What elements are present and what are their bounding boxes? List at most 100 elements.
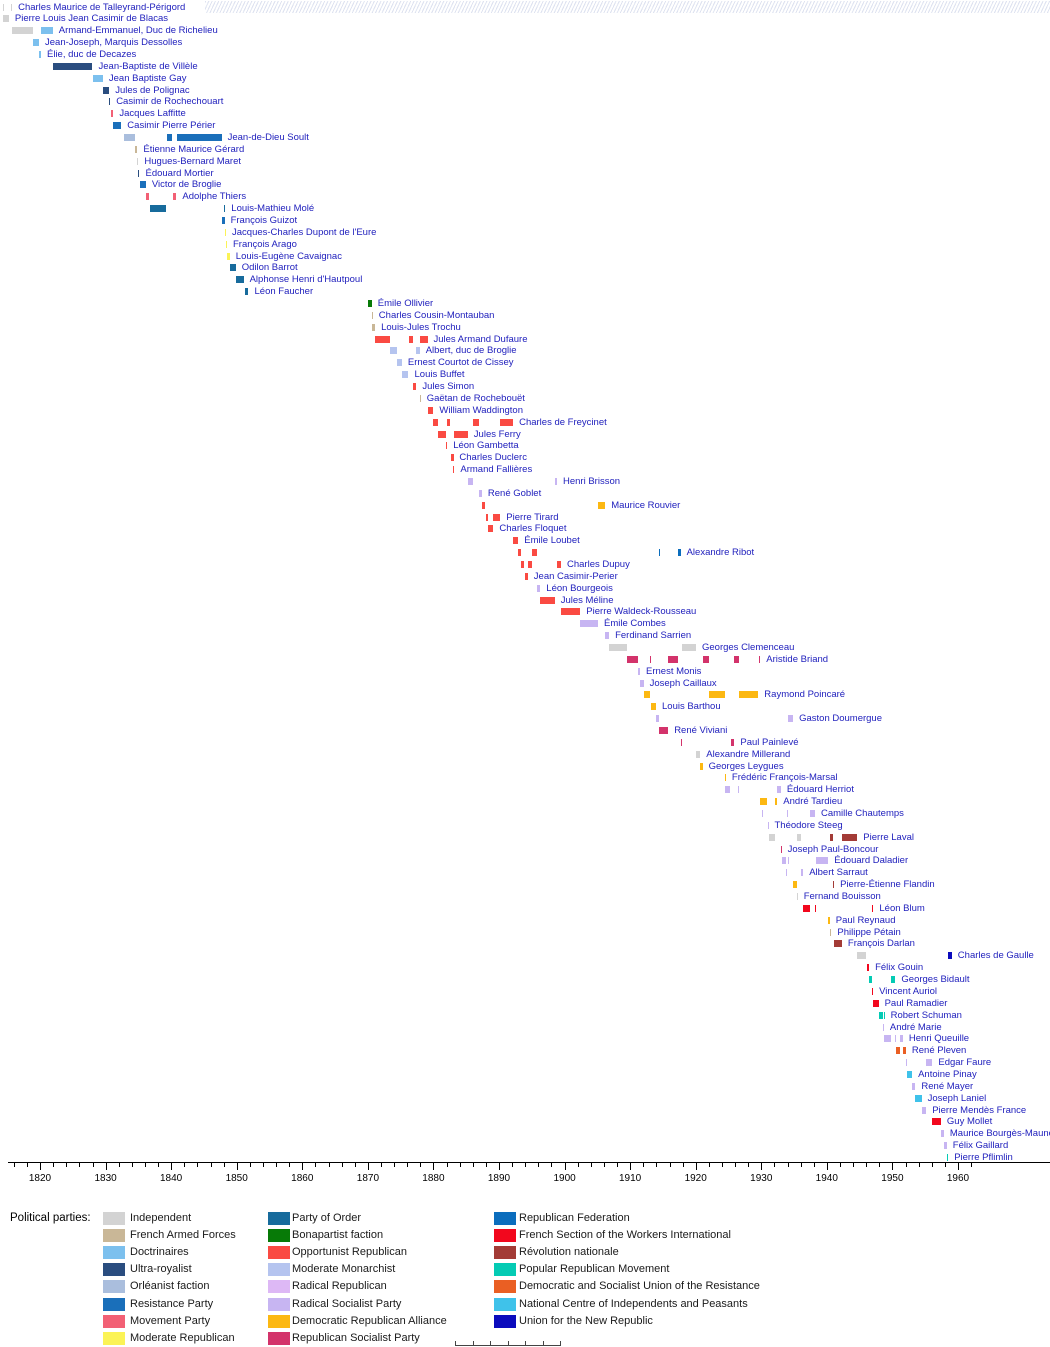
tenure-bar (833, 881, 835, 889)
axis-year-label: 1940 (815, 1173, 838, 1184)
fragment-tick (542, 1341, 544, 1346)
pm-name-label: Gaston Doumergue (799, 713, 883, 725)
pm-name-label: Adolphe Thiers (182, 191, 247, 203)
pm-name-label: René Pleven (911, 1045, 967, 1057)
axis-tick (748, 1162, 750, 1167)
tenure-bar (453, 466, 455, 473)
tenure-bar (235, 276, 244, 284)
tenure-bar (947, 1153, 949, 1161)
pm-name-label: François Darlan (847, 938, 915, 950)
axis-tick (603, 1162, 605, 1167)
axis-tick (66, 1162, 68, 1167)
pm-name-label: Paul Ramadier (884, 997, 948, 1009)
pm-name-label: Edgar Faure (938, 1057, 992, 1068)
tenure-bar (450, 454, 454, 462)
pm-name-label: Georges Leygues (708, 760, 784, 772)
pm-name-label: Guy Mollet (946, 1116, 993, 1128)
tenure-bar (149, 205, 167, 213)
axis-tick (197, 1162, 199, 1167)
axis-tick (630, 1162, 632, 1170)
tenure-bar (367, 300, 372, 307)
tenure-bar (640, 679, 644, 687)
pm-name-label: Pierre Tirard (506, 511, 559, 523)
tenure-bar (416, 347, 420, 355)
legend-swatch (268, 1297, 290, 1311)
axis-tick (420, 1162, 422, 1167)
pm-name-label: Odilon Barrot (241, 262, 298, 274)
pm-name-label: Jules Armand Dufaure (433, 333, 528, 345)
axis-tick (407, 1162, 409, 1167)
tenure-bar (446, 418, 451, 426)
overlap-texture-strip (205, 1, 1050, 13)
tenure-bar (883, 1011, 885, 1019)
legend-swatch (103, 1229, 125, 1243)
pm-name-label: Armand Fallières (460, 464, 533, 475)
tenure-bar (878, 1011, 883, 1019)
tenure-bar (580, 620, 598, 628)
pm-name-label: Joseph Paul-Boncour (787, 843, 879, 855)
tenure-bar (834, 940, 842, 948)
tenure-bar (943, 1142, 947, 1150)
tenure-bar (375, 335, 391, 343)
pm-name-label: Paul Reynaud (835, 914, 896, 926)
tenure-bar (895, 1047, 901, 1055)
tenure-bar (786, 869, 788, 877)
pm-name-label: Jean-Baptiste de Villèle (98, 60, 198, 72)
pm-name-label: Émile Loubet (524, 535, 580, 547)
tenure-bar (829, 928, 832, 936)
pm-name-label: Jean-Joseph, Marquis Dessolles (45, 37, 183, 49)
axis-tick (590, 1162, 592, 1167)
axis-tick (643, 1162, 645, 1167)
pm-name-label: Albert Sarraut (809, 867, 868, 879)
pm-name-label: Édouard Daladier (834, 855, 909, 867)
tenure-bar (427, 406, 434, 414)
pm-name-label: Robert Schuman (890, 1009, 962, 1021)
legend-swatch (494, 1280, 516, 1294)
axis-tick (708, 1162, 710, 1167)
pm-name-label: Pierre-Étienne Flandin (840, 879, 935, 891)
axis-tick (735, 1162, 736, 1167)
legend-party-label: Democratic Republican Alliance (292, 1314, 447, 1327)
tenure-bar (537, 584, 541, 592)
legend-party-label: Révolution nationale (519, 1246, 619, 1259)
pm-name-label: Léon Gambetta (453, 440, 519, 452)
pm-name-label: Camille Chautemps (821, 808, 904, 819)
pm-name-label: Armand-Emmanuel, Duc de Richelieu (58, 25, 218, 37)
tenure-bar (668, 655, 678, 663)
tenure-bar (221, 217, 225, 224)
tenure-bar (92, 74, 103, 82)
tenure-bar (768, 833, 776, 841)
pm-name-label: Jules Ferry (473, 428, 521, 440)
legend-swatch (103, 1314, 125, 1328)
tenure-bar (803, 904, 811, 912)
axis-tick (682, 1162, 684, 1167)
axis-tick (79, 1162, 81, 1167)
pm-name-label: Charles de Gaulle (957, 950, 1034, 962)
axis-year-label: 1900 (553, 1173, 576, 1184)
tenure-bar (487, 525, 494, 533)
legend-swatch (268, 1263, 290, 1277)
pm-name-label: René Goblet (487, 487, 542, 499)
pm-name-label: Étienne Maurice Gérard (143, 143, 245, 155)
legend-party-label: Bonapartist faction (292, 1229, 384, 1242)
tenure-bar (659, 727, 669, 734)
tenure-bar (725, 786, 731, 794)
pm-name-label: René Viviani (674, 725, 728, 736)
pm-name-label: Louis Barthou (662, 701, 721, 713)
tenure-bar (926, 1059, 933, 1066)
tenure-bar (113, 122, 122, 130)
legend-swatch (268, 1331, 290, 1345)
pm-name-label: Édouard Mortier (145, 167, 214, 179)
tenure-bar (396, 359, 402, 367)
pm-name-label: André Marie (889, 1021, 942, 1033)
tenure-bar (627, 655, 638, 663)
tenure-bar (739, 691, 759, 699)
axis-tick (564, 1162, 566, 1170)
tenure-bar (873, 999, 879, 1007)
axis-tick (551, 1162, 553, 1167)
tenure-bar (135, 145, 138, 153)
legend-swatch (103, 1212, 125, 1225)
axis-tick (433, 1162, 435, 1170)
tenure-bar (872, 904, 874, 912)
pm-name-label: Louis Buffet (414, 369, 465, 381)
